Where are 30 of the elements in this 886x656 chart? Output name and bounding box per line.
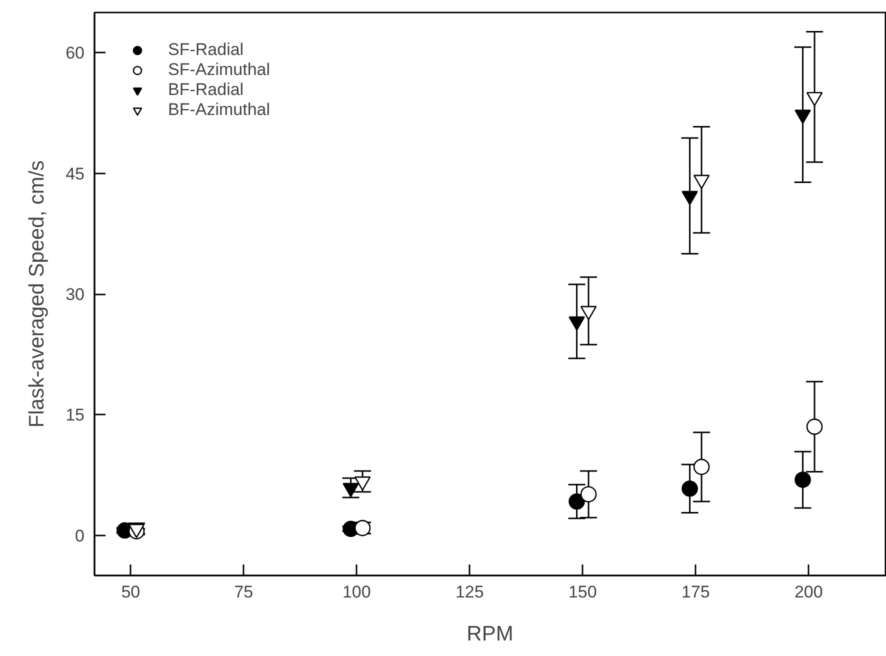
point bbox=[580, 306, 597, 320]
x-axis-title: RPM bbox=[466, 622, 514, 646]
x-tick-label: 100 bbox=[342, 582, 371, 602]
y-tick-label: 60 bbox=[66, 44, 85, 63]
point bbox=[693, 458, 710, 476]
y-tick-label: 0 bbox=[75, 526, 85, 546]
y-axis-title: Flask-averaged Speed, cm/s bbox=[26, 160, 49, 428]
x-tick-label: 125 bbox=[455, 582, 484, 602]
point bbox=[794, 110, 811, 124]
legend-label: BF-Azimuthal bbox=[168, 100, 270, 120]
legend-label: BF-Radial bbox=[168, 80, 244, 100]
point bbox=[568, 493, 585, 510]
legend-label: SF-Azimuthal bbox=[168, 60, 270, 80]
point bbox=[806, 418, 823, 435]
point bbox=[580, 486, 597, 502]
x-tick-label: 50 bbox=[121, 582, 140, 602]
point bbox=[568, 316, 585, 331]
y-tick-label: 30 bbox=[66, 285, 85, 304]
point bbox=[682, 480, 698, 497]
point bbox=[682, 190, 698, 206]
point bbox=[806, 92, 823, 106]
y-tick-label: 45 bbox=[66, 164, 85, 184]
legend-label: SF-Radial bbox=[168, 40, 244, 60]
x-tick-label: 75 bbox=[234, 582, 254, 602]
x-tick-label: 150 bbox=[568, 582, 597, 602]
point bbox=[693, 174, 710, 190]
point bbox=[794, 472, 811, 488]
x-tick-label: 175 bbox=[681, 582, 710, 602]
x-tick-label: 200 bbox=[794, 582, 823, 602]
y-tick-label: 15 bbox=[66, 406, 85, 425]
